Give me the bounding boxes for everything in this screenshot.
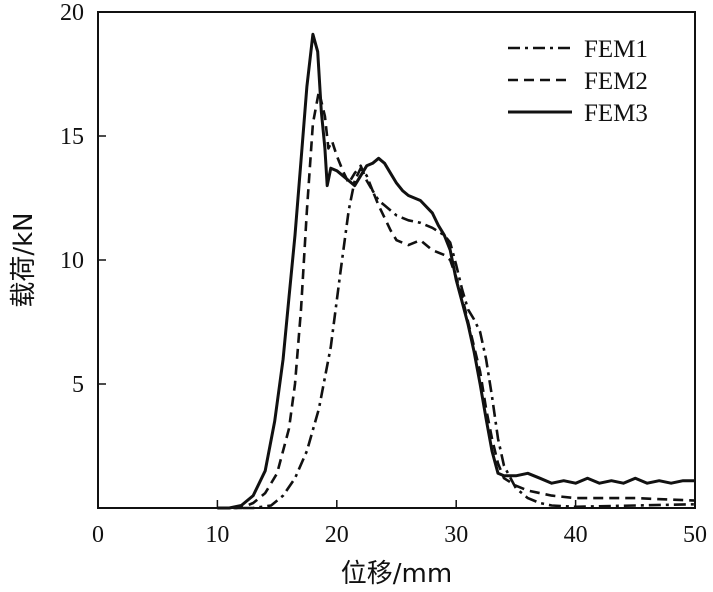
y-tick-label: 10 (60, 248, 84, 274)
series-line-fem3 (217, 32, 695, 510)
x-tick-label: 20 (325, 522, 349, 548)
y-tick-label: 20 (60, 0, 84, 26)
y-tick-label: 5 (72, 372, 84, 398)
legend-label-fem3: FEM3 (584, 100, 648, 127)
x-tick-label: 30 (444, 522, 468, 548)
axis-ticks: 0 10 20 30 40 50 5 10 15 20 (60, 0, 707, 548)
x-tick-label: 50 (683, 522, 707, 548)
series-line-fem1 (217, 166, 696, 510)
plot-area (217, 32, 696, 510)
x-tick-label: 40 (564, 522, 588, 548)
legend-label-fem2: FEM2 (584, 68, 648, 95)
x-axis-title: 位移/mm (341, 559, 452, 589)
y-tick-label: 15 (60, 124, 84, 150)
legend-label-fem1: FEM1 (584, 36, 648, 63)
series-line-fem2 (217, 90, 696, 510)
x-tick-label: 10 (205, 522, 229, 548)
x-tick-label: 0 (92, 522, 104, 548)
y-axis-title: 载荷/kN (9, 212, 39, 307)
legend: FEM1 FEM2 FEM3 (508, 36, 648, 127)
